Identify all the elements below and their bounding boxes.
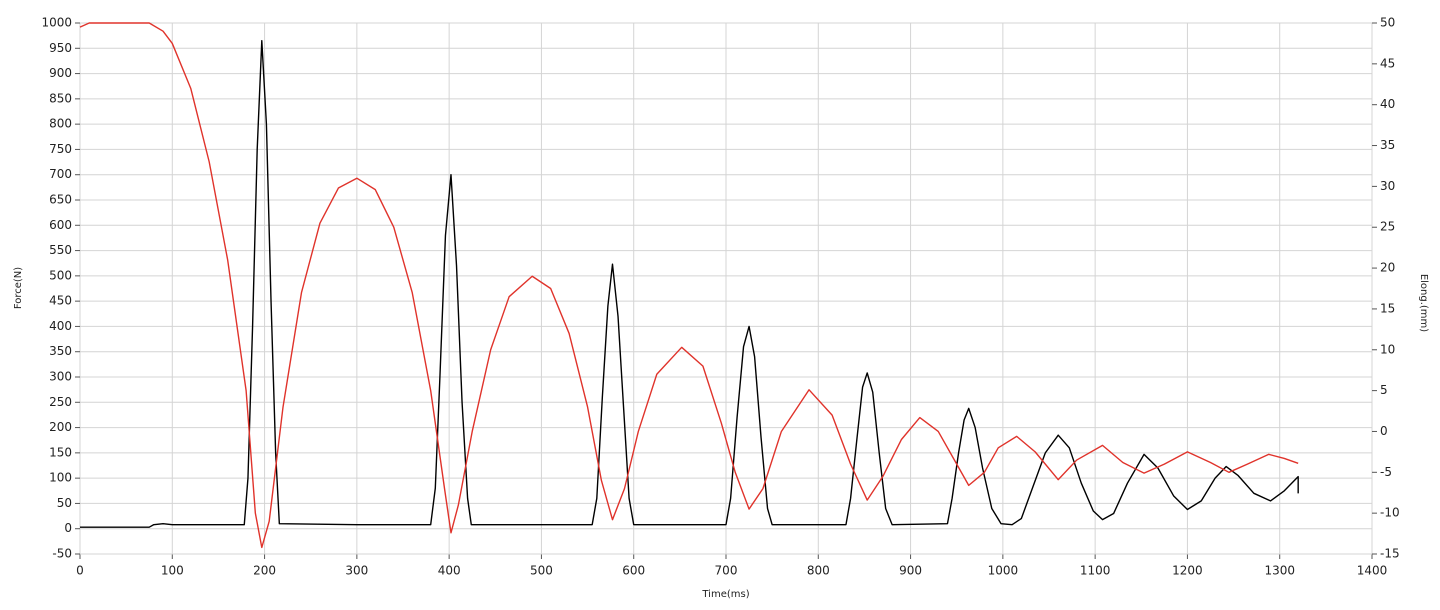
y-tick-label: 850 [49,91,72,105]
y2-tick-label: 50 [1380,16,1395,30]
x-tick-label: 600 [622,564,645,578]
x-tick-label: 1100 [1080,564,1111,578]
y-tick-label: 1000 [41,16,72,30]
y2-tick-label: 40 [1380,97,1395,111]
y2-tick-label: 30 [1380,179,1395,193]
series-line [80,40,1299,528]
y-tick-label: 300 [49,370,72,384]
x-tick-label: 1000 [988,564,1019,578]
y2-tick-label: 15 [1380,301,1395,315]
y-tick-label: 800 [49,117,72,131]
y2-tick-label: 0 [1380,424,1388,438]
y2-tick-label: -15 [1380,547,1400,561]
x-tick-label: 0 [76,564,84,578]
y2-tick-label: -5 [1380,465,1392,479]
x-tick-label: 700 [715,564,738,578]
y-tick-label: 200 [49,420,72,434]
y2-tick-label: 5 [1380,383,1388,397]
y-tick-label: 500 [49,268,72,282]
y-tick-label: 700 [49,167,72,181]
x-tick-label: 500 [530,564,553,578]
y2-tick-label: 20 [1380,261,1395,275]
y-tick-label: 0 [64,521,72,535]
x-tick-label: 400 [438,564,461,578]
y-tick-label: 650 [49,193,72,207]
y-tick-label: 900 [49,66,72,80]
x-tick-label: 200 [253,564,276,578]
x-tick-label: 800 [807,564,830,578]
y-tick-label: 150 [49,445,72,459]
y2-tick-label: 25 [1380,220,1395,234]
y-tick-label: 600 [49,218,72,232]
series-line [79,22,1299,549]
y-tick-label: 450 [49,294,72,308]
y-tick-label: 400 [49,319,72,333]
y-tick-label: 100 [49,471,72,485]
y-tick-label: 50 [57,496,72,510]
x-tick-label: 1400 [1357,564,1388,578]
y2-tick-label: 45 [1380,56,1395,70]
y-tick-label: 950 [49,41,72,55]
x-tick-label: 900 [899,564,922,578]
y-tick-label: 350 [49,344,72,358]
y2-tick-label: -10 [1380,506,1400,520]
x-tick-label: 1200 [1172,564,1203,578]
x-tick-label: 100 [161,564,184,578]
x-tick-label: 300 [345,564,368,578]
x-axis-title: Time(ms) [701,589,749,600]
y-tick-label: 750 [49,142,72,156]
y2-tick-label: 10 [1380,342,1395,356]
y2-axis-title: Elong.(mm) [1418,274,1429,332]
y-tick-label: 250 [49,395,72,409]
x-tick-label: 1300 [1264,564,1295,578]
y-tick-label: 550 [49,243,72,257]
y-axis-title: Force(N) [13,267,24,309]
y-tick-label: -50 [52,547,72,561]
y2-tick-label: 35 [1380,138,1395,152]
